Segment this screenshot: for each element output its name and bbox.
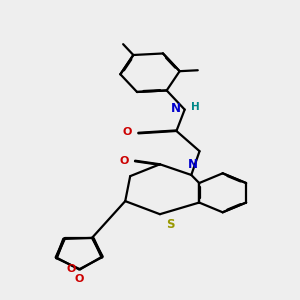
Text: O: O [122,127,132,137]
Text: O: O [67,264,76,274]
Text: N: N [188,158,198,171]
Text: O: O [74,274,84,284]
Text: O: O [120,156,129,166]
Text: S: S [166,218,174,232]
Text: H: H [191,102,200,112]
Text: N: N [171,102,181,115]
